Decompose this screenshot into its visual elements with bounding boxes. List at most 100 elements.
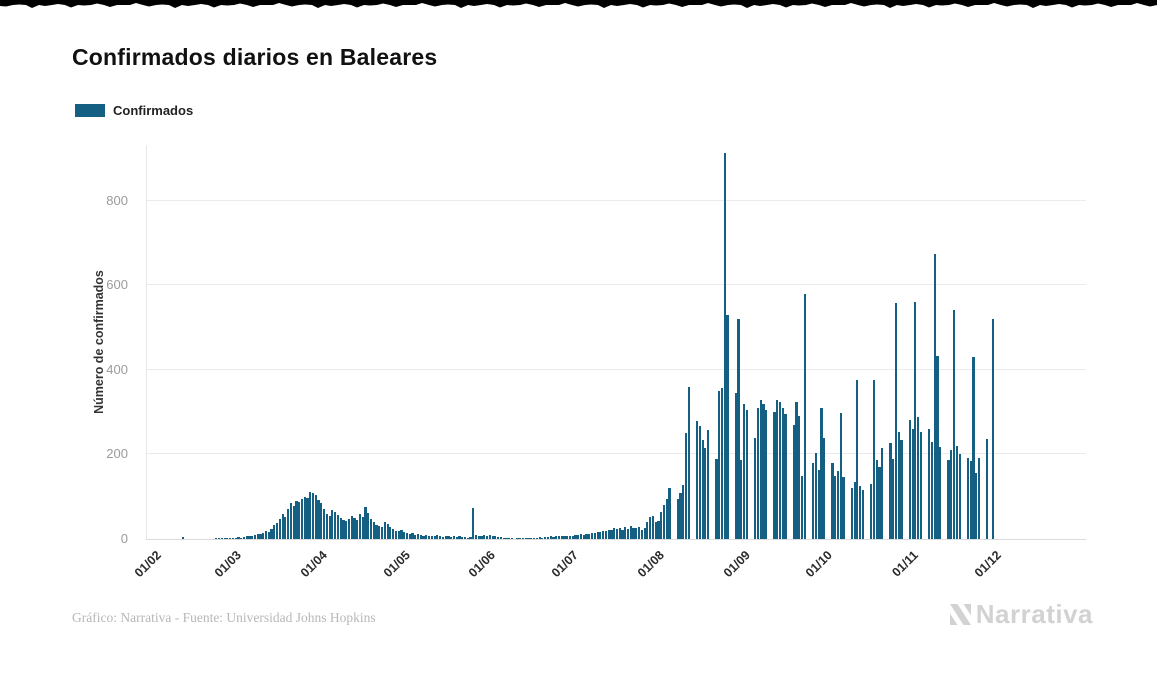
bar [936, 355, 939, 539]
bar [582, 534, 585, 539]
bar [306, 497, 309, 539]
bar [823, 437, 826, 539]
bar [881, 448, 884, 539]
bar [347, 518, 351, 539]
bar [267, 532, 270, 539]
bar [839, 413, 842, 539]
bar [850, 488, 853, 539]
bar [474, 534, 478, 539]
bar [325, 513, 328, 539]
x-tick-label: 01/02 [131, 548, 164, 581]
bar [549, 536, 552, 539]
bar [215, 538, 218, 539]
narrativa-logo: Narrativa [948, 599, 1093, 630]
bar [632, 528, 635, 539]
bar [469, 537, 472, 539]
bar [635, 528, 638, 539]
bar [831, 462, 834, 539]
bar [353, 517, 356, 539]
bar [618, 528, 621, 539]
bar [842, 476, 845, 539]
bar [784, 414, 787, 539]
bar [682, 484, 685, 539]
bar [919, 432, 922, 539]
bar [276, 522, 279, 539]
bar [820, 407, 823, 539]
bar [361, 517, 364, 539]
y-tick-label: 400 [106, 361, 128, 377]
bar [742, 403, 746, 539]
bar [350, 516, 353, 539]
bar [908, 420, 911, 539]
bar [427, 536, 431, 539]
bar [411, 532, 414, 539]
bar [488, 535, 491, 539]
bar [441, 536, 444, 539]
bar [345, 521, 348, 539]
gridline [147, 453, 1086, 455]
page-title: Confirmados diarios en Baleares [72, 44, 438, 70]
bar [259, 534, 262, 539]
bar [602, 530, 605, 539]
bar [314, 495, 317, 539]
bar [552, 536, 555, 539]
x-tick-label: 01/07 [549, 548, 582, 581]
bar [422, 535, 425, 539]
bar [311, 493, 315, 539]
bar [759, 399, 762, 539]
bar [497, 536, 500, 539]
bar [400, 529, 403, 539]
bar [707, 429, 710, 539]
bar [298, 501, 301, 539]
bar [289, 503, 292, 539]
bar [392, 528, 395, 539]
bar [836, 471, 840, 539]
bar [637, 527, 641, 539]
bar [220, 538, 223, 539]
bar [472, 508, 475, 539]
bar [914, 302, 917, 539]
bar [372, 522, 375, 539]
bar [966, 457, 969, 539]
bar [408, 533, 411, 539]
bar [817, 470, 820, 539]
bar [889, 443, 892, 539]
bar [416, 533, 420, 539]
legend-label: Confirmados [113, 103, 194, 118]
bar [812, 462, 815, 539]
bar [640, 529, 643, 539]
bar [734, 393, 737, 539]
y-tick-label: 200 [106, 446, 128, 462]
bar [897, 432, 900, 539]
bar [521, 538, 525, 539]
bar [535, 538, 538, 539]
bar [339, 517, 342, 539]
bar [530, 538, 533, 539]
bar [651, 515, 654, 539]
bar [356, 520, 359, 539]
bar [483, 534, 486, 539]
bar [579, 534, 583, 539]
bar [676, 498, 679, 539]
bar [452, 536, 456, 539]
x-tick-label: 01/09 [720, 548, 753, 581]
bar [300, 498, 304, 539]
y-axis-tick-labels: 0 200 400 600 800 [0, 145, 138, 545]
bar [665, 498, 668, 539]
bar [389, 527, 392, 539]
bar [455, 536, 458, 539]
bar [444, 535, 447, 539]
bar [660, 511, 663, 539]
bar [626, 528, 630, 539]
bar [878, 467, 881, 539]
gridline [147, 284, 1086, 286]
bar [284, 517, 287, 539]
bar [447, 536, 450, 539]
bar [704, 448, 707, 539]
bar [715, 458, 718, 539]
x-tick-label: 01/05 [380, 548, 413, 581]
bar [394, 530, 397, 539]
bar [499, 537, 502, 539]
bar [662, 505, 666, 539]
bar [182, 537, 185, 539]
